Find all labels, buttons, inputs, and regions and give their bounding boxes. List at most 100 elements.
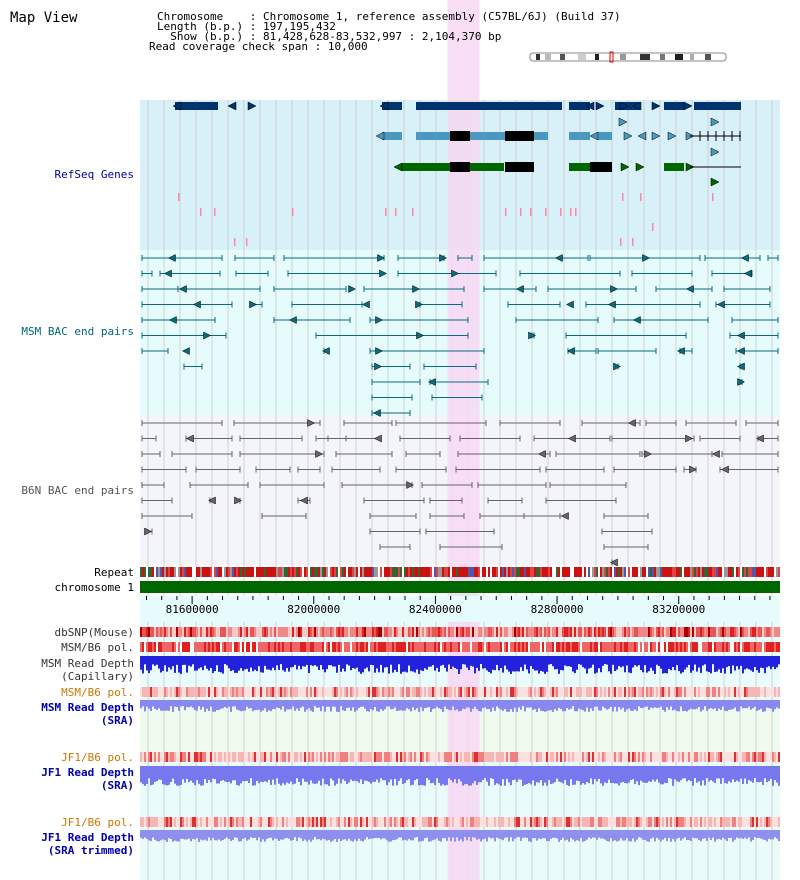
jf1-read-depth-trim-bar xyxy=(506,830,508,838)
track-label-msm-read-depth-cap[interactable]: MSM Read Depth xyxy=(41,657,134,670)
track-label-msm-b6-pol[interactable]: MSM/B6 pol. xyxy=(61,641,134,654)
msm-b6-pol-heat xyxy=(726,642,728,652)
track-label-refseq[interactable]: RefSeq Genes xyxy=(54,168,134,181)
jf1-b6-pol-heat xyxy=(660,752,662,762)
msm-read-depth-sra-bar xyxy=(320,700,322,712)
refseq-mark xyxy=(292,208,294,216)
jf1-read-depth-sra-bar xyxy=(702,766,704,781)
msm-read-depth-sra-bar xyxy=(722,700,724,707)
msm-b6-pol-heat xyxy=(614,642,616,652)
gene-arrow xyxy=(613,362,622,371)
repeat-segment xyxy=(726,567,728,577)
repeat-segment xyxy=(476,567,478,577)
msm-b6-pol-heat xyxy=(756,642,758,652)
msm-b6-pol2-heat xyxy=(150,687,152,697)
msm-b6-pol-heat xyxy=(518,642,520,652)
track-label-jf1-b6-pol-2[interactable]: JF1/B6 pol. xyxy=(61,816,134,829)
jf1-read-depth-trim-bar xyxy=(710,830,712,840)
msm-b6-pol-heat xyxy=(154,642,156,652)
track-label-msm-bac[interactable]: MSM BAC end pairs xyxy=(21,325,134,338)
repeat-segment xyxy=(352,567,354,577)
msm-read-depth-capillary-bar xyxy=(218,656,220,672)
msm-read-depth-sra-bar xyxy=(412,700,414,708)
repeat-segment xyxy=(510,567,512,577)
dbsnp-heat xyxy=(664,627,666,637)
msm-b6-pol2-heat xyxy=(740,687,742,697)
track-label-jf1-read-depth-sra[interactable]: JF1 Read Depth xyxy=(41,766,134,779)
jf1-b6-pol-heat xyxy=(388,752,390,762)
msm-b6-pol2-heat xyxy=(696,687,698,697)
jf1-read-depth-trim-bar xyxy=(188,830,190,839)
repeat-segment xyxy=(694,567,696,577)
msm-b6-pol-heat xyxy=(446,642,448,652)
jf1-b6-pol-heat xyxy=(776,752,778,762)
msm-b6-pol2-heat xyxy=(364,687,366,697)
msm-b6-pol2-heat xyxy=(488,687,490,697)
msm-b6-pol2-heat xyxy=(332,687,334,697)
msm-read-depth-sra-bar xyxy=(482,700,484,709)
jf1-b6-pol-heat xyxy=(390,752,392,762)
msm-b6-pol2-heat xyxy=(490,687,492,697)
msm-read-depth-sra-bar xyxy=(406,700,408,709)
dbsnp-heat xyxy=(610,627,612,637)
gene-arrow xyxy=(167,254,176,262)
repeat-segment xyxy=(278,567,280,577)
msm-b6-pol-heat xyxy=(510,642,512,652)
track-label-jf1-b6-pol[interactable]: JF1/B6 pol. xyxy=(61,751,134,764)
dbsnp-heat xyxy=(450,627,452,637)
track-label-msm-read-depth-sra[interactable]: MSM Read Depth xyxy=(41,701,134,714)
jf1-read-depth-sra-bar xyxy=(160,766,162,780)
msm-read-depth-sra-bar xyxy=(364,700,366,709)
jf1-read-depth-sra-bar xyxy=(604,766,606,783)
track-label-dbsnp[interactable]: dbSNP(Mouse) xyxy=(54,626,134,639)
jf1-read-depth-trim-bar xyxy=(288,830,290,839)
jf1-b6-pol-heat xyxy=(308,752,310,762)
track-label-repeat[interactable]: Repeat xyxy=(94,566,134,579)
dbsnp-heat xyxy=(276,627,278,637)
msm-read-depth-sra-bar xyxy=(314,700,316,707)
msm-b6-pol-heat xyxy=(682,642,684,652)
repeat-segment xyxy=(158,567,160,577)
jf1-read-depth-trim-bar xyxy=(704,830,706,839)
jf1-read-depth-sra-bar xyxy=(158,766,160,780)
jf1-read-depth-sra-bar xyxy=(196,766,198,781)
gene-arrow xyxy=(623,131,633,141)
repeat-segment xyxy=(640,567,642,577)
jf1-b6-pol2-heat xyxy=(186,817,188,827)
msm-b6-pol2-heat xyxy=(294,687,296,697)
dbsnp-heat xyxy=(508,627,510,637)
gene-arrow xyxy=(375,131,385,141)
repeat-segment xyxy=(750,567,752,577)
jf1-b6-pol2-heat xyxy=(514,817,516,827)
repeat-segment xyxy=(620,567,622,577)
repeat-segment xyxy=(724,567,726,577)
jf1-read-depth-sra-bar xyxy=(140,766,142,783)
track-label-chromosome[interactable]: chromosome 1 xyxy=(54,581,134,594)
repeat-segment xyxy=(558,567,560,577)
jf1-b6-pol-heat xyxy=(326,752,328,762)
msm-read-depth-capillary-bar xyxy=(546,656,548,672)
msm-read-depth-sra-bar xyxy=(514,700,516,708)
track-label-b6n-bac[interactable]: B6N BAC end pairs xyxy=(21,484,134,497)
track-label-jf1-read-depth-trim[interactable]: JF1 Read Depth xyxy=(41,831,134,844)
repeat-segment xyxy=(566,567,568,577)
jf1-b6-pol2-heat xyxy=(684,817,686,827)
repeat-segment xyxy=(172,567,174,577)
jf1-read-depth-sra-bar xyxy=(274,766,276,785)
msm-read-depth-capillary-bar xyxy=(152,656,154,665)
jf1-b6-pol-heat xyxy=(610,752,612,762)
jf1-b6-pol2-heat xyxy=(182,817,184,827)
msm-b6-pol-heat xyxy=(572,642,574,652)
msm-b6-pol-heat xyxy=(720,642,722,652)
msm-read-depth-sra-bar xyxy=(204,700,206,712)
msm-b6-pol-heat xyxy=(318,642,320,652)
gene-arrow xyxy=(637,131,647,141)
msm-read-depth-capillary-bar xyxy=(572,656,574,672)
track-label-msm-b6-pol-2[interactable]: MSM/B6 pol. xyxy=(61,686,134,699)
dbsnp-heat xyxy=(152,627,154,637)
dbsnp-heat xyxy=(218,627,220,637)
msm-read-depth-sra-bar xyxy=(462,700,464,709)
jf1-read-depth-trim-bar xyxy=(476,830,478,840)
jf1-read-depth-sra-bar xyxy=(628,766,630,783)
